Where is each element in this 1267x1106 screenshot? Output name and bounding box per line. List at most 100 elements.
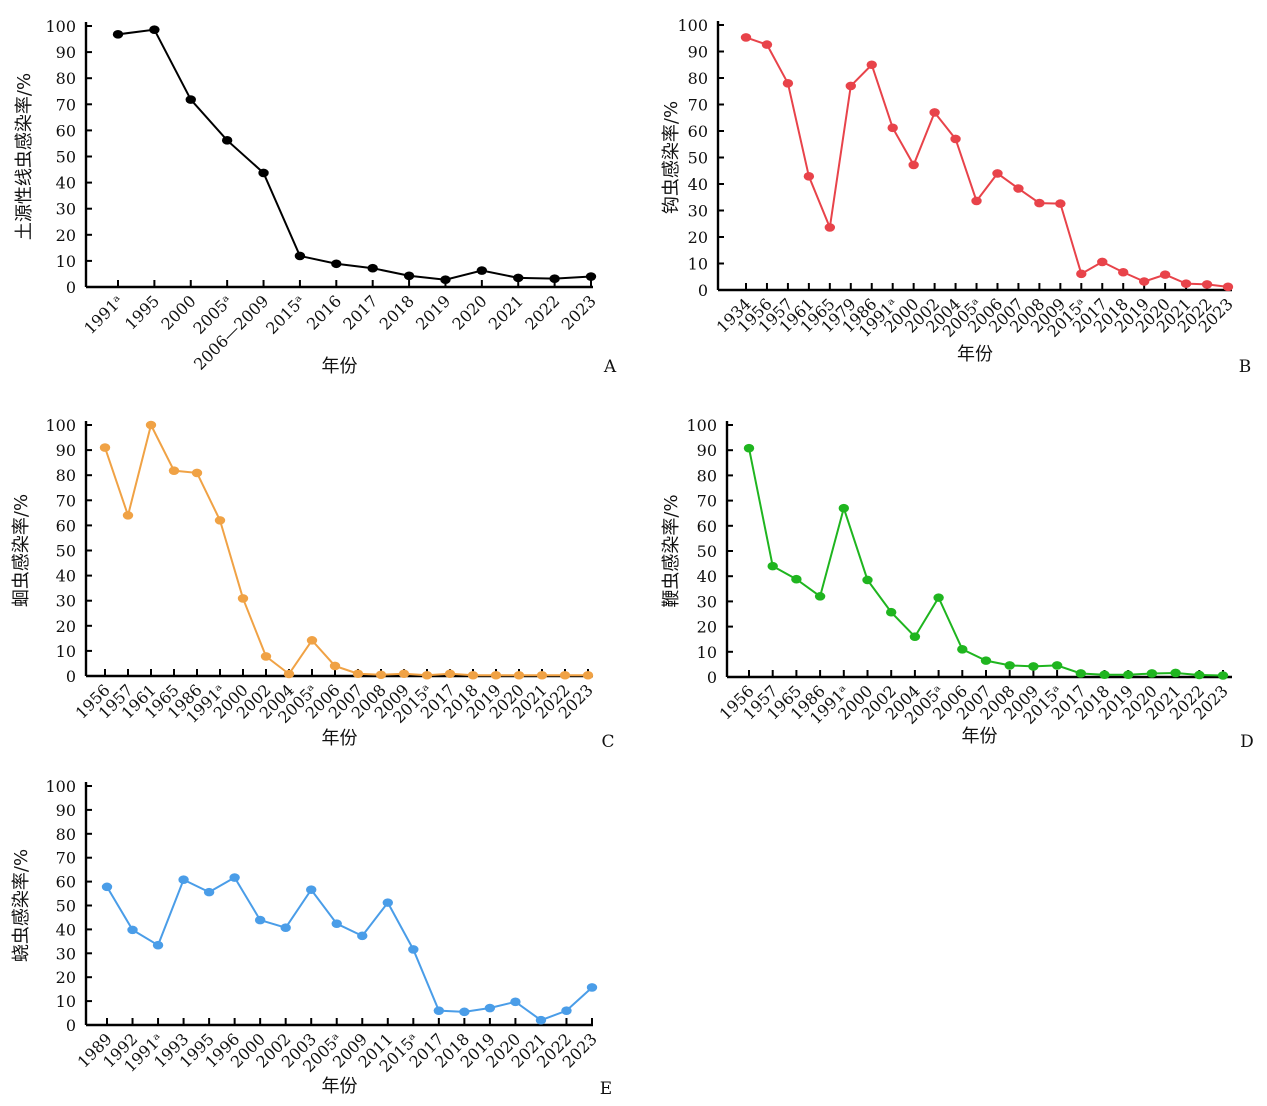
y-tick-label: 40 — [56, 920, 76, 939]
x-tick-label: 2021 — [485, 291, 527, 333]
y-tick-label: 70 — [56, 95, 76, 114]
data-point — [444, 669, 456, 679]
data-point — [490, 670, 502, 680]
data-point — [866, 60, 877, 70]
y-tick-label: 20 — [56, 226, 76, 245]
data-point — [1194, 670, 1205, 680]
x-tick-label: 2015ᵃ — [262, 291, 309, 338]
x-tick-label: 2018 — [376, 291, 418, 333]
data-point — [908, 160, 919, 170]
y-axis-title: 蛔虫感染率/% — [11, 494, 32, 607]
x-axis-title: 年份 — [322, 728, 358, 749]
data-point — [127, 925, 138, 935]
y-tick-label: 90 — [56, 801, 76, 820]
data-point — [1034, 198, 1045, 208]
data-point — [254, 915, 266, 925]
series-line — [745, 36, 1229, 288]
data-point — [561, 1006, 572, 1015]
data-point — [433, 1006, 445, 1015]
data-point — [331, 259, 342, 269]
data-point — [803, 172, 815, 181]
y-tick-label: 10 — [688, 255, 708, 274]
y-axis-title: 钩虫感染率/% — [661, 101, 682, 214]
y-tick-label: 20 — [697, 618, 717, 637]
data-point — [845, 81, 856, 91]
data-point — [191, 468, 203, 478]
data-point — [950, 134, 961, 144]
data-point — [582, 670, 594, 680]
data-point — [367, 263, 378, 273]
y-tick-label: 50 — [688, 149, 708, 168]
data-point — [1075, 669, 1087, 678]
data-point — [740, 33, 752, 42]
x-axis-title: 年份 — [322, 356, 358, 377]
data-point — [980, 656, 992, 665]
y-tick-label: 90 — [56, 441, 76, 460]
data-point — [403, 271, 415, 281]
data-point — [535, 1015, 547, 1025]
data-point — [1123, 670, 1134, 680]
y-tick-label: 20 — [56, 968, 76, 987]
y-tick-label: 100 — [45, 777, 76, 796]
y-tick-label: 0 — [66, 667, 76, 686]
y-tick-label: 0 — [698, 281, 708, 300]
y-tick-label: 30 — [688, 202, 708, 221]
data-point — [510, 997, 521, 1007]
data-point — [283, 669, 295, 679]
y-tick-label: 50 — [56, 542, 76, 561]
data-point — [185, 95, 196, 104]
y-tick-label: 80 — [56, 69, 76, 88]
x-tick-label: 2019 — [412, 291, 454, 333]
series-line — [104, 422, 588, 677]
y-tick-label: 50 — [697, 542, 717, 561]
data-point — [421, 670, 433, 680]
data-point — [112, 30, 124, 39]
data-point — [929, 108, 940, 117]
data-point — [992, 169, 1003, 178]
y-tick-label: 70 — [688, 96, 708, 115]
data-point — [1004, 661, 1015, 670]
data-point — [909, 632, 921, 641]
y-tick-label: 80 — [688, 69, 708, 88]
data-point — [382, 898, 393, 907]
y-tick-label: 60 — [697, 517, 717, 536]
y-tick-label: 90 — [688, 43, 708, 62]
data-point — [306, 636, 318, 645]
data-point — [1222, 282, 1234, 292]
data-point — [761, 40, 773, 49]
data-point — [122, 511, 134, 520]
y-tick-label: 0 — [66, 1016, 76, 1035]
data-point — [1097, 257, 1108, 267]
data-point — [586, 983, 598, 992]
y-tick-label: 60 — [56, 516, 76, 535]
data-point — [149, 25, 160, 34]
y-tick-label: 80 — [697, 466, 717, 485]
data-point — [513, 273, 524, 283]
data-point — [1159, 270, 1171, 279]
y-tick-label: 70 — [56, 849, 76, 868]
data-point — [398, 669, 410, 679]
chart-panel-b: 0102030405060708090100193419561957196119… — [661, 16, 1251, 377]
y-axis-title: 鞭虫感染率/% — [661, 494, 682, 607]
y-tick-label: 70 — [56, 491, 76, 510]
data-point — [280, 923, 291, 933]
data-point — [1099, 670, 1110, 680]
data-point — [791, 574, 802, 584]
data-point — [352, 669, 364, 679]
data-point — [145, 420, 157, 430]
y-tick-label: 50 — [56, 148, 76, 167]
y-tick-label: 60 — [56, 873, 76, 892]
y-tick-label: 80 — [56, 825, 76, 844]
y-tick-label: 90 — [697, 441, 717, 460]
data-point — [329, 661, 341, 671]
data-point — [862, 575, 873, 585]
data-point — [1201, 280, 1213, 289]
panel-letter: D — [1240, 732, 1254, 752]
y-tick-label: 50 — [56, 897, 76, 916]
chart-panel-c: 0102030405060708090100195619571961196519… — [11, 416, 615, 752]
data-point — [1051, 661, 1063, 670]
y-tick-label: 30 — [56, 592, 76, 611]
x-axis-title: 年份 — [322, 1076, 358, 1097]
y-axis-title: 土源性线虫感染率/% — [14, 73, 35, 240]
chart-panel-a: 01020304050607080901001991ᵃ199520002005ᵃ… — [14, 17, 617, 377]
